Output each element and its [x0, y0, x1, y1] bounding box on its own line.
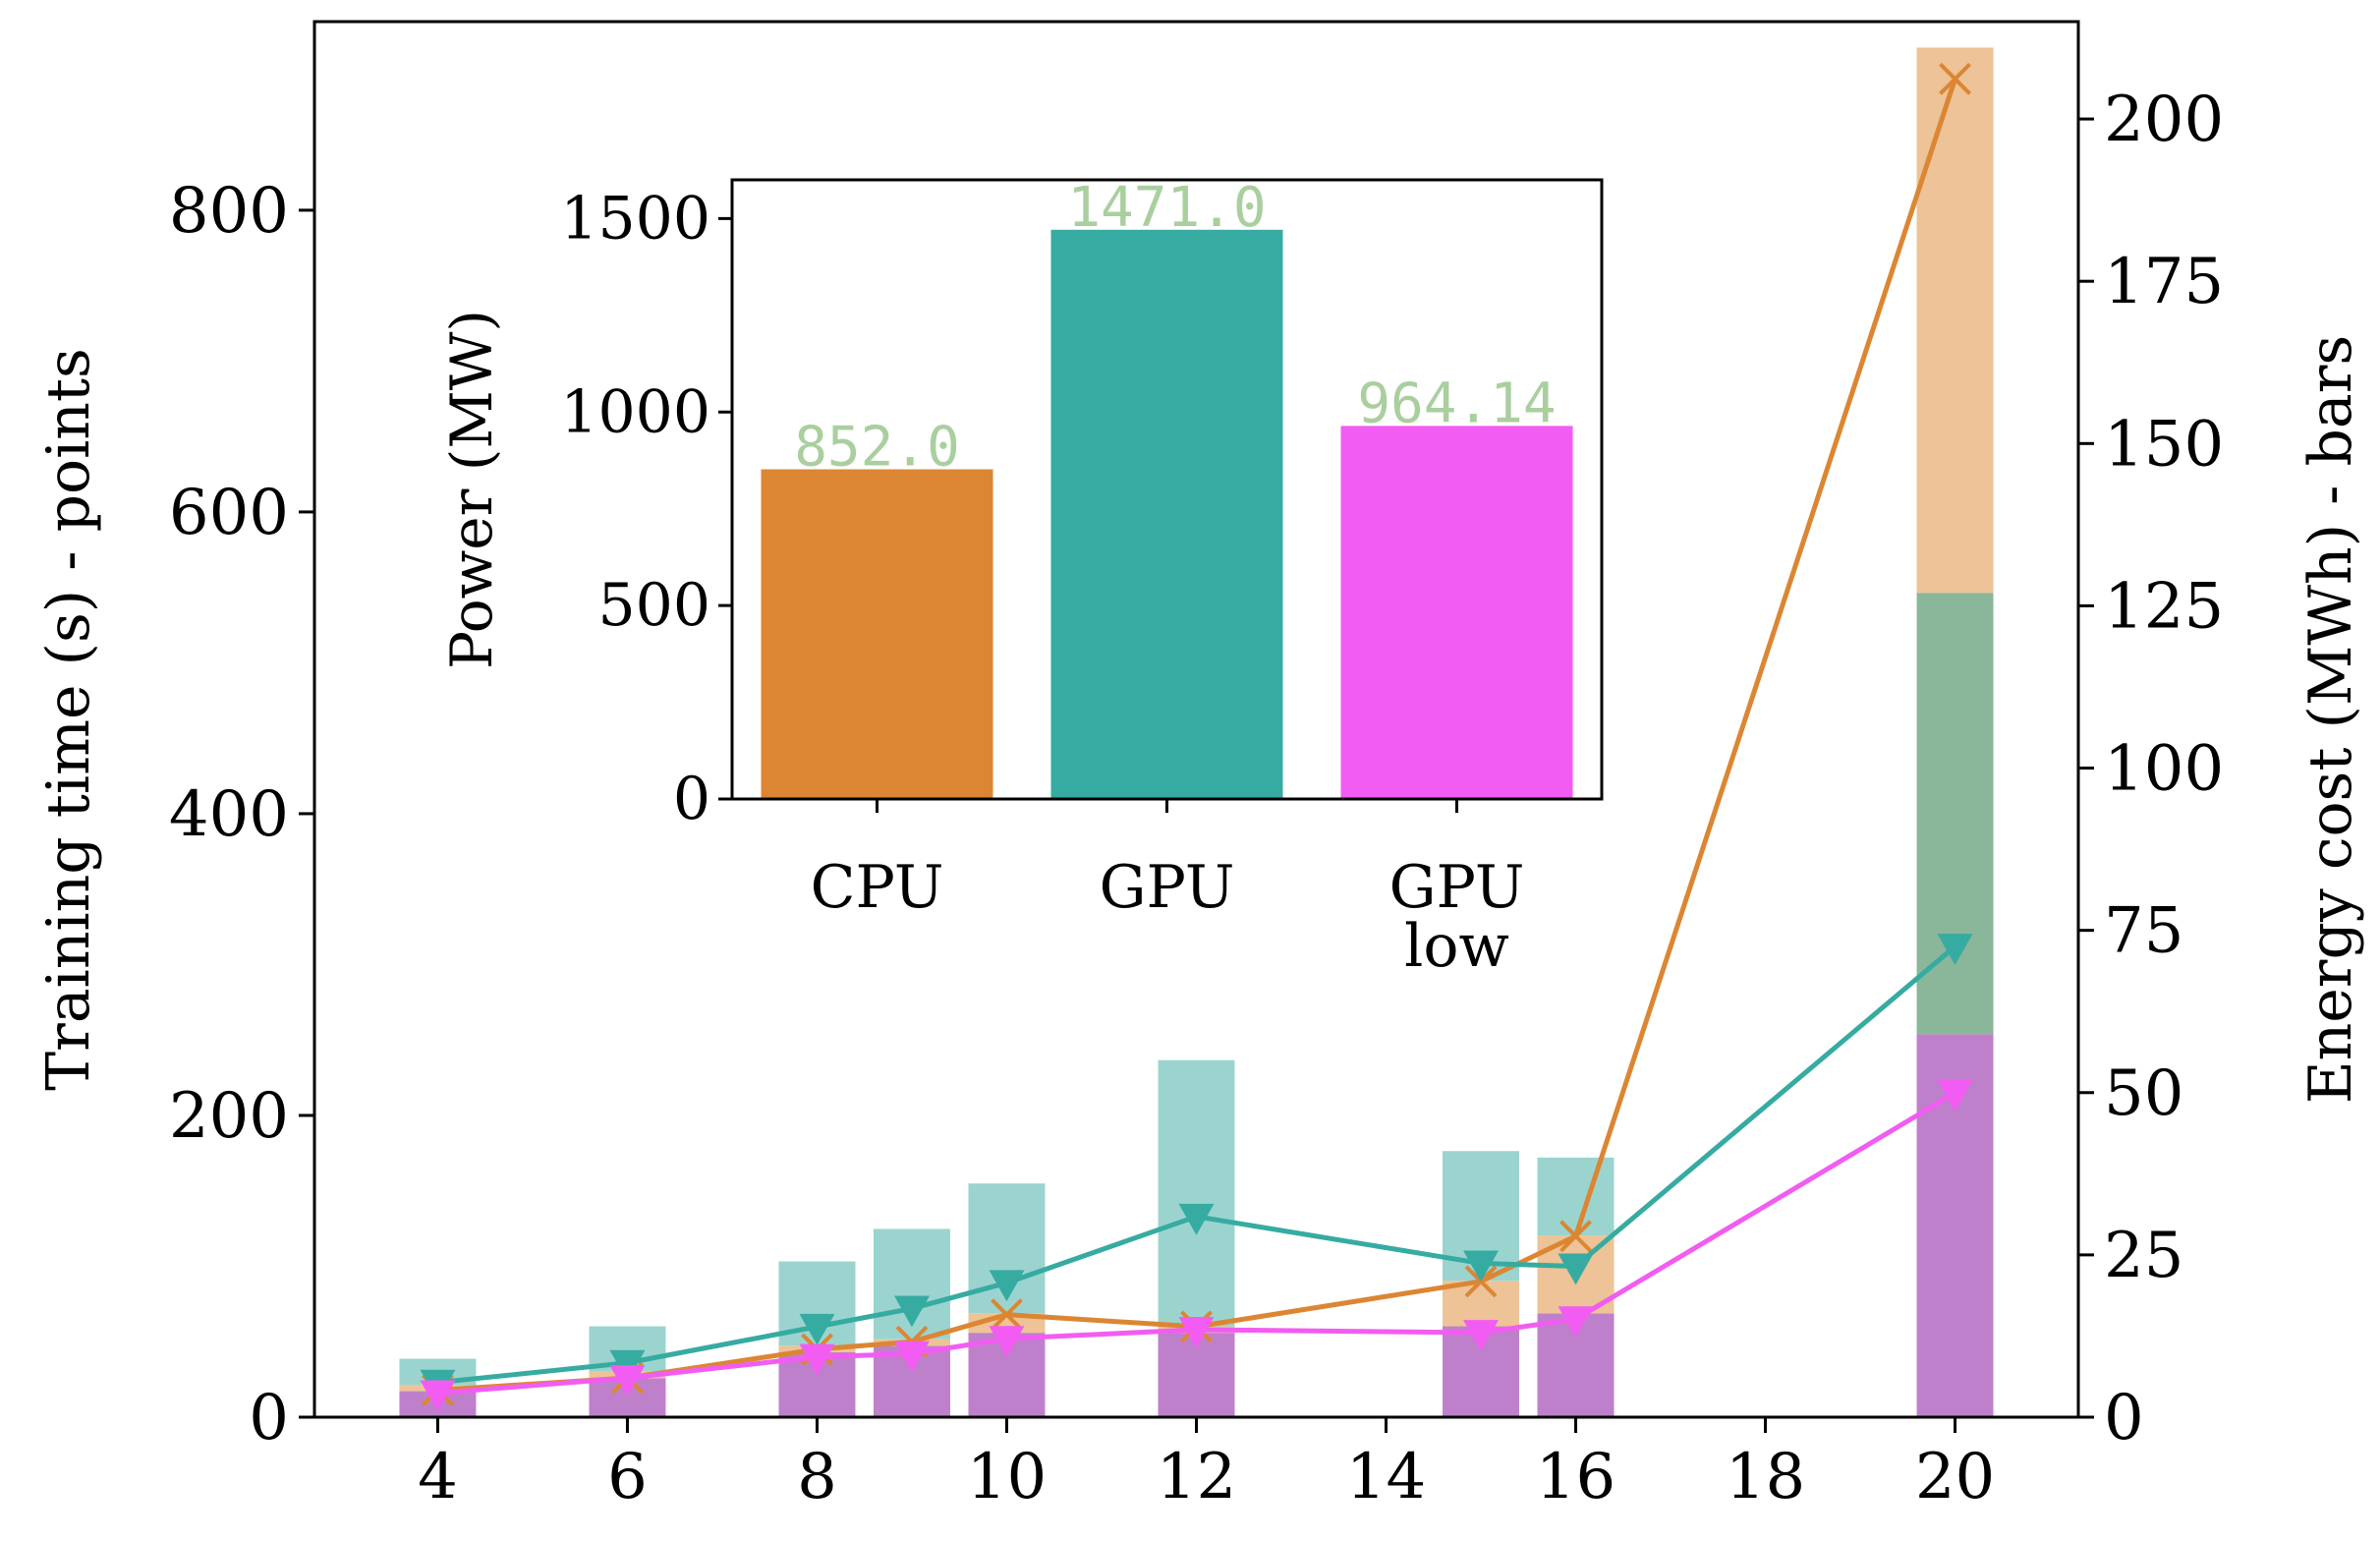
x-tick-label-8: 8	[797, 1441, 837, 1513]
inset-x-tick-line-gpu-0: GPU	[1100, 853, 1235, 922]
power-bar-label-gpu-low: 964.14	[1357, 371, 1556, 435]
y2-tick-label-200: 200	[2104, 84, 2224, 156]
x-tick-label-14: 14	[1346, 1441, 1426, 1513]
inset-y-tick-label-0: 0	[673, 765, 710, 833]
x-tick-label-18: 18	[1726, 1441, 1805, 1513]
x-tick-label-16: 16	[1536, 1441, 1615, 1513]
point-gpu-low-x4	[420, 1380, 456, 1412]
point-cpu-x20	[1939, 62, 1971, 95]
inset-x-tick-line-gpu-low-1: low	[1404, 912, 1509, 981]
y2-tick-label-25: 25	[2104, 1220, 2183, 1292]
power-bars: 852.0 1471.0 964.14	[761, 176, 1573, 799]
x-tick-label-20: 20	[1915, 1441, 1995, 1513]
inset-y-tick-label-1500: 1500	[560, 184, 710, 253]
energy-bar-cpu-x15	[1443, 1281, 1520, 1327]
point-cpu-x10	[991, 1298, 1023, 1332]
inset-x-tick-line-gpu-low-0: GPU	[1389, 853, 1525, 922]
y2-tick-label-100: 100	[2104, 733, 2224, 806]
point-gpu-low-x6	[609, 1365, 646, 1397]
y2-tick-label-175: 175	[2104, 246, 2224, 318]
point-gpu-x10	[989, 1270, 1025, 1302]
x-tick-label-6: 6	[607, 1441, 648, 1513]
y-axis-title: Training time (s) - points	[34, 348, 103, 1091]
power-bar-gpu-low	[1340, 426, 1573, 799]
power-bar-cpu	[761, 469, 993, 799]
y-tick-label-400: 400	[169, 778, 289, 851]
energy-bar-cpu-x20	[1916, 47, 1994, 594]
point-cpu-x16	[1559, 1220, 1592, 1253]
energy-bars	[399, 47, 1994, 1417]
point-gpu-x15	[1463, 1250, 1500, 1283]
energy-bar-gpu-x16	[1537, 1157, 1615, 1236]
y2-tick-label-150: 150	[2104, 408, 2224, 481]
point-gpu-x20	[1937, 934, 1973, 965]
point-gpu-low-x12	[1178, 1317, 1215, 1348]
power-bar-label-gpu: 1471.0	[1067, 176, 1266, 240]
x-tick-label-12: 12	[1157, 1441, 1236, 1513]
energy-bar-gpu-x12	[1158, 1059, 1235, 1327]
y-tick-label-600: 600	[169, 477, 289, 549]
y-tick-label-800: 800	[169, 175, 289, 248]
y-tick-label-200: 200	[169, 1080, 289, 1153]
point-gpu-x16	[1558, 1253, 1594, 1285]
point-gpu-x12	[1178, 1203, 1215, 1235]
y-tick-label-0: 0	[249, 1382, 289, 1455]
point-gpu-low-x10	[989, 1326, 1025, 1358]
x-tick-label-10: 10	[967, 1441, 1047, 1513]
inset-x-tick-label-gpu: GPU	[1100, 853, 1235, 922]
inset-x-tick-label-gpu-low: GPU low	[1389, 853, 1525, 981]
inset-x-tick-line-cpu-0: CPU	[811, 853, 944, 922]
x-tick-label-4: 4	[418, 1441, 458, 1513]
y2-tick-label-0: 0	[2104, 1382, 2144, 1455]
inset-y-tick-label-1000: 1000	[560, 377, 710, 446]
point-gpu-x9	[893, 1295, 930, 1328]
power-bar-gpu	[1050, 229, 1283, 799]
training-time-lines	[420, 62, 1973, 1412]
main-axes: 4 6 8 10 12 14 16 18 200200400600800025507510012…	[169, 84, 2224, 1513]
inset-x-tick-label-cpu: CPU	[811, 853, 944, 922]
point-gpu-low-x15	[1463, 1320, 1500, 1351]
inset-y-tick-label-500: 500	[597, 571, 710, 640]
y2-axis-title: Energy cost (MWh) - bars	[2296, 335, 2365, 1104]
y2-tick-label-125: 125	[2104, 570, 2224, 643]
point-gpu-low-x16	[1558, 1306, 1594, 1339]
inset-y-axis-title: Power (MW)	[438, 310, 505, 669]
power-bar-label-cpu: 852.0	[794, 416, 960, 480]
point-gpu-low-x8	[799, 1343, 835, 1376]
point-gpu-low-x20	[1937, 1079, 1973, 1112]
y2-tick-label-50: 50	[2104, 1057, 2183, 1130]
point-gpu-x8	[799, 1313, 835, 1345]
y2-tick-label-75: 75	[2104, 895, 2183, 968]
point-gpu-low-x9	[893, 1341, 930, 1373]
